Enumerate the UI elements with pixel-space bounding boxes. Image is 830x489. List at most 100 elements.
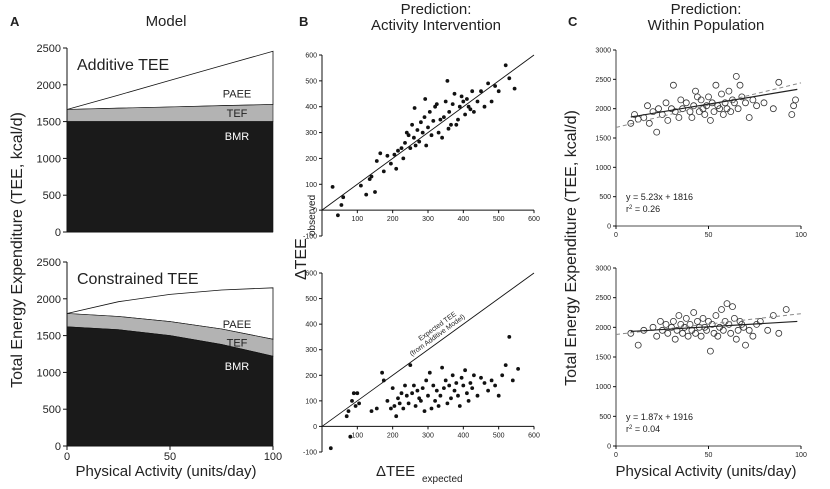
data-point: [397, 401, 402, 406]
panel-title-line: Within Population: [648, 17, 765, 34]
data-point: [422, 409, 427, 413]
x-tick-label: 50: [164, 451, 176, 463]
data-point: [472, 110, 476, 114]
y-tick-label: 1500: [595, 355, 611, 362]
data-point: [673, 326, 681, 334]
data-point: [461, 99, 466, 104]
data-point: [369, 409, 374, 413]
data-point: [725, 87, 733, 95]
data-point: [707, 117, 714, 124]
x-tick-label: 300: [422, 216, 434, 223]
data-point: [738, 93, 746, 101]
data-point: [459, 94, 464, 99]
data-point: [655, 105, 662, 113]
x-tick-label: 500: [493, 432, 505, 439]
regression-equation: y = 1.87x + 1916: [626, 412, 693, 422]
data-point: [423, 97, 428, 101]
data-point: [489, 99, 494, 104]
data-point: [716, 323, 723, 331]
data-point: [670, 317, 677, 325]
data-point: [381, 378, 386, 383]
data-point: [742, 99, 749, 107]
panel-a-subtitle: Constrained TEE: [77, 271, 199, 288]
data-point: [434, 102, 439, 106]
series-label-paee: PAEE: [223, 319, 252, 331]
data-point: [465, 391, 469, 396]
data-point: [742, 341, 749, 349]
series-label-bmr: BMR: [225, 361, 250, 373]
x-tick-label: 0: [614, 232, 618, 239]
data-point: [718, 306, 725, 313]
data-point: [412, 106, 417, 110]
data-point: [712, 312, 720, 319]
data-point: [475, 99, 480, 104]
data-point: [461, 383, 466, 388]
data-point: [734, 326, 742, 334]
data-point: [389, 406, 393, 411]
data-point: [364, 192, 369, 197]
panel-a-y-axis-title: Total Energy Expenditure (TEE, kcal/d): [9, 112, 26, 388]
y-tick-label: 600: [305, 271, 317, 278]
data-point: [664, 117, 672, 124]
data-point: [764, 326, 772, 334]
dashed-reference-line: [615, 82, 802, 128]
data-point: [465, 97, 469, 101]
y-tick-label: 3000: [595, 48, 611, 55]
y-tick-label: 500: [43, 190, 61, 202]
data-point: [475, 393, 480, 398]
data-point: [486, 388, 490, 393]
y-tick-label: 2500: [595, 295, 611, 302]
data-point: [408, 146, 413, 151]
y-tick-label: 2500: [37, 257, 61, 269]
data-point: [657, 317, 664, 325]
data-point: [436, 130, 441, 135]
data-point: [415, 128, 420, 132]
panel-c-y-axis-title: Total Energy Expenditure (TEE, kcal/d): [563, 110, 580, 386]
expected-identity-line: [321, 272, 535, 427]
data-point: [468, 381, 473, 385]
data-point: [454, 381, 459, 385]
data-point: [510, 378, 515, 383]
data-point: [403, 141, 407, 145]
panel-c-upper-population-chart: 0 500 1000 1500 2000 2500 3000 0 50 100 y = 5.23x …: [595, 48, 807, 240]
data-point: [662, 99, 670, 107]
data-point: [390, 386, 395, 390]
y-tick-label: 0: [55, 441, 61, 453]
data-point: [634, 341, 642, 349]
data-point: [396, 396, 400, 401]
y-tick-label: 1500: [37, 117, 61, 129]
data-point: [447, 383, 452, 388]
data-point: [644, 102, 651, 110]
data-point: [374, 159, 379, 163]
y-tick-label: 500: [305, 296, 317, 303]
data-point: [479, 89, 483, 94]
data-point: [668, 323, 675, 331]
panel-c-x-axis-title: Physical Activity (units/day): [616, 463, 797, 480]
data-point: [682, 99, 690, 107]
data-point: [330, 185, 335, 189]
data-point: [374, 406, 379, 411]
data-point: [479, 375, 483, 380]
y-tick-label: 1500: [37, 331, 61, 343]
panel-b-y-axis-title: ΔTEE observed: [293, 195, 318, 280]
x-tick-label: 300: [422, 432, 434, 439]
data-point: [756, 317, 764, 325]
data-point: [447, 110, 452, 114]
data-point: [353, 404, 358, 408]
data-point: [445, 401, 450, 406]
x-tick-label: 50: [705, 452, 713, 459]
data-point: [749, 96, 757, 104]
data-point: [734, 105, 742, 113]
y-tick-label: 500: [43, 404, 61, 416]
r-squared-label: r2 = 0.04: [626, 424, 660, 434]
y-tick-label: 0: [607, 444, 611, 451]
data-point: [357, 401, 361, 406]
data-point: [790, 102, 797, 110]
data-point: [456, 393, 460, 398]
panel-title-line: Prediction:: [401, 1, 472, 18]
series-label-tef: TEF: [227, 338, 248, 350]
data-point: [336, 213, 340, 218]
y-tick-label: 200: [305, 156, 317, 163]
data-point: [792, 96, 799, 104]
data-point: [412, 383, 416, 388]
